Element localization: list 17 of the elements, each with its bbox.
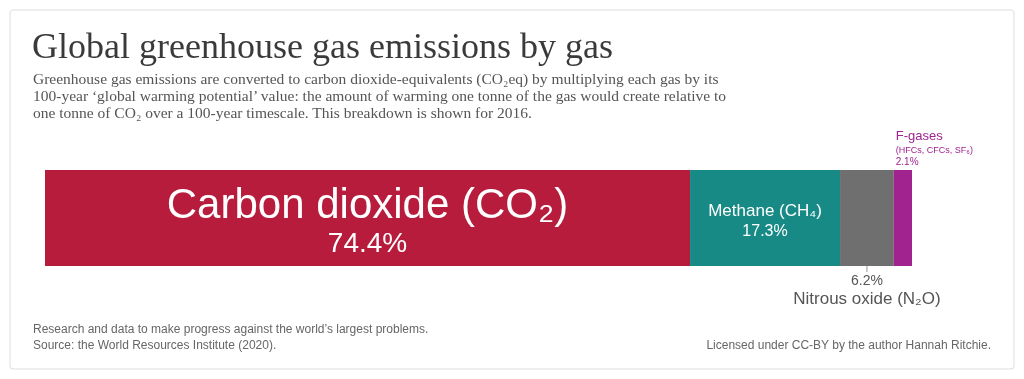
data-label: 17.3%	[742, 222, 788, 239]
text: Licensed under CC-BY by the author Hannah Ritchie.	[706, 338, 991, 352]
chart-subtitle: Greenhouse gas emissions are converted to carbon dioxide-equivalents (CO₂eq) by multiplying each gas by its 100-year ‘global warming potential’ value: the amount of warming one tonne of the gas would create relative to one tonne of CO₂ over a 100-year timescale. This breakdown is shown for 2016.	[33, 70, 727, 121]
chart-title: Global greenhouse gas emissions by gas	[32, 26, 613, 66]
series-label: F-gases (HFCs, CFCs, SF₆)	[895, 128, 973, 155]
series-label: Carbon dioxide (CO₂)	[166, 180, 569, 227]
bar	[840, 170, 894, 266]
series-label: Nitrous oxide (N₂O)	[793, 289, 941, 308]
bar	[690, 170, 841, 266]
data-label: 74.4%	[327, 227, 408, 258]
source-note: Source: the World Resources Institute (2020).	[33, 338, 277, 352]
bar	[893, 170, 912, 266]
bar	[45, 170, 691, 266]
series-label: Methane (CH₄)	[708, 201, 822, 220]
data-label: 6.2%	[850, 272, 883, 288]
data-label: 2.1%	[895, 156, 919, 167]
text: Research and data to make progress against the world’s largest problems.	[33, 322, 429, 336]
